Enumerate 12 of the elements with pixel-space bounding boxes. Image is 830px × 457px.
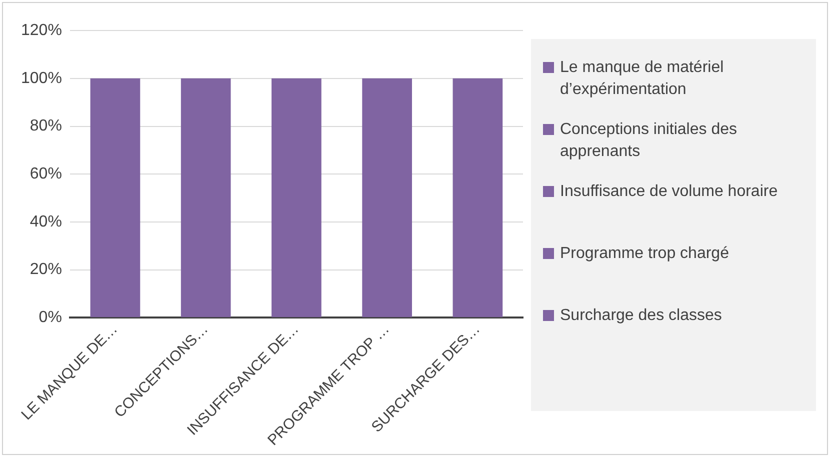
y-tick-label: 40% (30, 213, 62, 230)
y-tick-label: 20% (30, 261, 62, 278)
y-tick-label: 0% (38, 309, 62, 326)
y-tick-label: 60% (30, 166, 62, 183)
y-tick-label: 100% (21, 70, 62, 87)
legend-label: Programme trop chargé (560, 244, 729, 264)
legend-label: Insuffisance de volume horaire (560, 182, 778, 202)
y-tick-label: 120% (21, 22, 62, 40)
legend-label: Surcharge des classes (560, 306, 722, 326)
y-tick-label: 80% (30, 118, 62, 135)
legend-label: Le manque de matériel d’expérimentation (560, 58, 725, 100)
legend-label: Conceptions initiales des apprenants (560, 120, 738, 162)
